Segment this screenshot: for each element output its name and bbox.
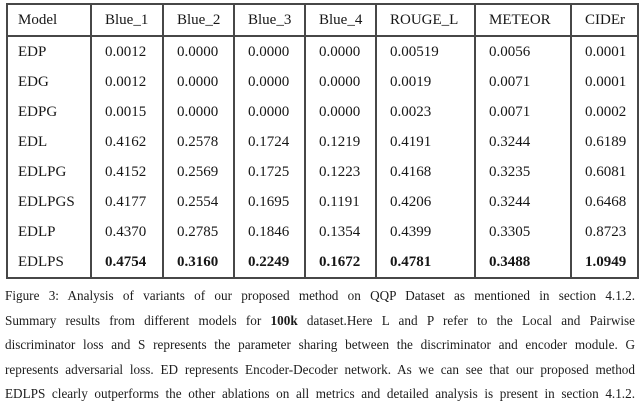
metric-cell: 0.0000: [233, 36, 305, 67]
metric-cell: 0.2578: [162, 127, 234, 157]
metric-cell: 0.1223: [304, 157, 376, 187]
model-cell: EDLPGS: [18, 193, 75, 210]
metric-cell: 0.2249: [233, 247, 305, 278]
metric-cell: 0.0023: [375, 97, 475, 127]
metric-cell: 0.0012: [90, 36, 163, 67]
metric-cell: 0.1672: [304, 247, 376, 278]
metric-cell: 0.3488: [474, 247, 571, 278]
column-header-meteor: METEOR: [474, 4, 571, 37]
metric-cell: 0.3160: [162, 247, 234, 278]
caption-text: EDLPS clearly outperforms the other abla…: [5, 386, 635, 401]
model-cell: EDLP: [18, 223, 56, 240]
table-row: EDLP 0.4370 0.2785 0.1846 0.1354 0.4399 0.3305…: [7, 217, 638, 247]
metric-cell: 0.3235: [474, 157, 571, 187]
caption-line: EDLPS clearly outperforms the other abla…: [5, 382, 635, 407]
caption-text: dataset.Here L and P refer to the Local …: [297, 312, 635, 328]
caption-text: Summary results from different models fo…: [5, 312, 271, 328]
table-row: EDLPGS 0.4177 0.2554 0.1695 0.1191 0.4206 0.32…: [7, 187, 638, 217]
metric-cell: 0.0000: [304, 67, 376, 97]
metric-cell: 0.4370: [90, 217, 163, 247]
table-row: EDP 0.0012 0.0000 0.0000 0.0000 0.00519 0.0056…: [7, 36, 638, 67]
metric-cell: 0.0000: [162, 67, 234, 97]
metric-cell: 0.1219: [304, 127, 376, 157]
caption-line: discriminator loss and S represents the …: [5, 333, 635, 358]
metric-cell: 0.6081: [570, 157, 638, 187]
metric-cell: 0.0000: [233, 97, 305, 127]
metric-cell: 1.0949: [570, 247, 638, 278]
metric-cell: 0.0019: [375, 67, 475, 97]
model-cell: EDG: [18, 73, 49, 90]
metric-cell: 0.00519: [375, 36, 475, 67]
table-row: EDL 0.4162 0.2578 0.1724 0.1219 0.4191 0.3244 0…: [7, 127, 638, 157]
metric-cell: 0.4781: [375, 247, 475, 278]
column-header-model: Model: [7, 4, 91, 37]
metric-cell: 0.0012: [90, 67, 163, 97]
caption-line: Summary results from different models fo…: [5, 309, 635, 334]
metric-cell: 0.1191: [304, 187, 376, 217]
metric-cell: 0.0056: [474, 36, 571, 67]
metric-cell: 0.1695: [233, 187, 305, 217]
column-header-blue-4: Blue_4: [304, 4, 376, 37]
metric-cell: 0.0071: [474, 97, 571, 127]
metric-cell: 0.0000: [304, 36, 376, 67]
metric-cell: 0.0002: [570, 97, 638, 127]
caption-line: Figure 3: Analysis of variants of our pr…: [5, 284, 635, 309]
metric-cell: 0.4177: [90, 187, 163, 217]
metric-cell: 0.6468: [570, 187, 638, 217]
metric-cell: 0.1725: [233, 157, 305, 187]
caption-text: Figure 3: Analysis of variants of our pr…: [5, 288, 635, 303]
metric-cell: 0.8723: [570, 217, 638, 247]
metric-cell: 0.4152: [90, 157, 163, 187]
column-header-blue-2: Blue_2: [162, 4, 234, 37]
metric-cell: 0.0000: [162, 36, 234, 67]
caption-text: represents adversarial loss. ED represen…: [5, 361, 635, 377]
results-table: Model Blue_1 Blue_2 Blue_3 Blue_4 ROUGE_L METE…: [6, 3, 639, 279]
figure-caption: Figure 3: Analysis of variants of our pr…: [5, 284, 635, 407]
column-header-blue-1: Blue_1: [90, 4, 163, 37]
metric-cell: 0.0000: [233, 67, 305, 97]
caption-line: represents adversarial loss. ED represen…: [5, 358, 635, 383]
metric-cell: 0.6189: [570, 127, 638, 157]
metric-cell: 0.0015: [90, 97, 163, 127]
table-row: EDPG 0.0015 0.0000 0.0000 0.0000 0.0023 0.0071…: [7, 97, 638, 127]
table-row: EDLPG 0.4152 0.2569 0.1725 0.1223 0.4168 0.323…: [7, 157, 638, 187]
metric-cell: 0.2785: [162, 217, 234, 247]
metric-cell: 0.4399: [375, 217, 475, 247]
metric-cell: 0.4206: [375, 187, 475, 217]
metric-cell: 0.1354: [304, 217, 376, 247]
metric-cell: 0.1724: [233, 127, 305, 157]
model-cell: EDP: [18, 43, 47, 60]
metric-cell: 0.3244: [474, 187, 571, 217]
model-cell: EDLPG: [18, 163, 67, 180]
metric-cell: 0.0071: [474, 67, 571, 97]
metric-cell: 0.0000: [304, 97, 376, 127]
metric-cell: 0.2569: [162, 157, 234, 187]
model-cell: EDLPS: [18, 253, 64, 270]
caption-text: discriminator loss and S represents the …: [5, 337, 635, 352]
table-row: EDLPS 0.4754 0.3160 0.2249 0.1672 0.4781 0.348…: [7, 247, 638, 278]
model-cell: EDL: [18, 133, 48, 150]
column-header-rouge-l: ROUGE_L: [375, 4, 475, 37]
metric-cell: 0.3305: [474, 217, 571, 247]
metric-cell: 0.0001: [570, 36, 638, 67]
metric-cell: 0.0000: [162, 97, 234, 127]
metric-cell: 0.4168: [375, 157, 475, 187]
metric-cell: 0.4162: [90, 127, 163, 157]
metric-cell: 0.0001: [570, 67, 638, 97]
model-cell: EDPG: [18, 103, 58, 120]
metric-cell: 0.3244: [474, 127, 571, 157]
metric-cell: 0.4191: [375, 127, 475, 157]
metric-cell: 0.1846: [233, 217, 305, 247]
table-row: EDG 0.0012 0.0000 0.0000 0.0000 0.0019 0.0071 0…: [7, 67, 638, 97]
metric-cell: 0.2554: [162, 187, 234, 217]
column-header-blue-3: Blue_3: [233, 4, 305, 37]
metric-cell: 0.4754: [90, 247, 163, 278]
table-header-row: Model Blue_1 Blue_2 Blue_3 Blue_4 ROUGE_L METE…: [7, 4, 638, 37]
column-header-cider: CIDEr: [570, 4, 638, 37]
caption-bold-text: 100k: [270, 312, 298, 328]
